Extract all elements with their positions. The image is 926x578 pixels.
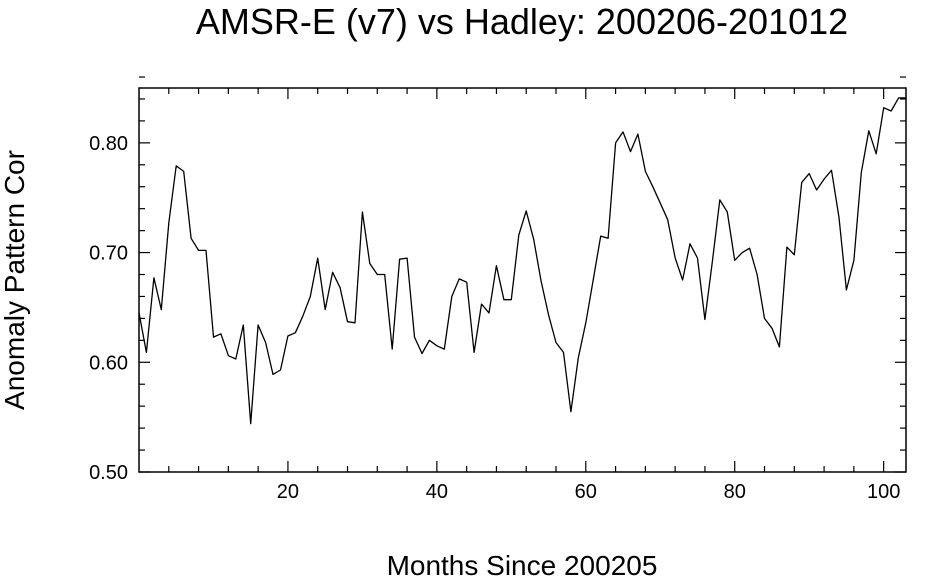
y-tick-label: 0.60 bbox=[89, 352, 128, 374]
x-tick-label: 40 bbox=[426, 481, 448, 503]
chart-title: AMSR-E (v7) vs Hadley: 200206-201012 bbox=[196, 1, 848, 42]
x-tick-label: 20 bbox=[277, 481, 299, 503]
plot-area: 20 40 60 80 100 0.50 0.60 0.70 0.80 bbox=[89, 76, 907, 503]
x-tick-label: 100 bbox=[867, 481, 900, 503]
y-tick-label: 0.70 bbox=[89, 243, 128, 265]
y-tick-label: 0.80 bbox=[89, 133, 128, 155]
x-tick-label: 60 bbox=[575, 481, 597, 503]
y-tick-label: 0.50 bbox=[89, 462, 128, 484]
plot-frame bbox=[138, 87, 907, 473]
series-line bbox=[138, 97, 906, 425]
y-axis-label: Anomaly Pattern Cor bbox=[0, 150, 30, 410]
x-axis-label: Months Since 200205 bbox=[387, 550, 658, 578]
x-tick-label: 80 bbox=[724, 481, 746, 503]
